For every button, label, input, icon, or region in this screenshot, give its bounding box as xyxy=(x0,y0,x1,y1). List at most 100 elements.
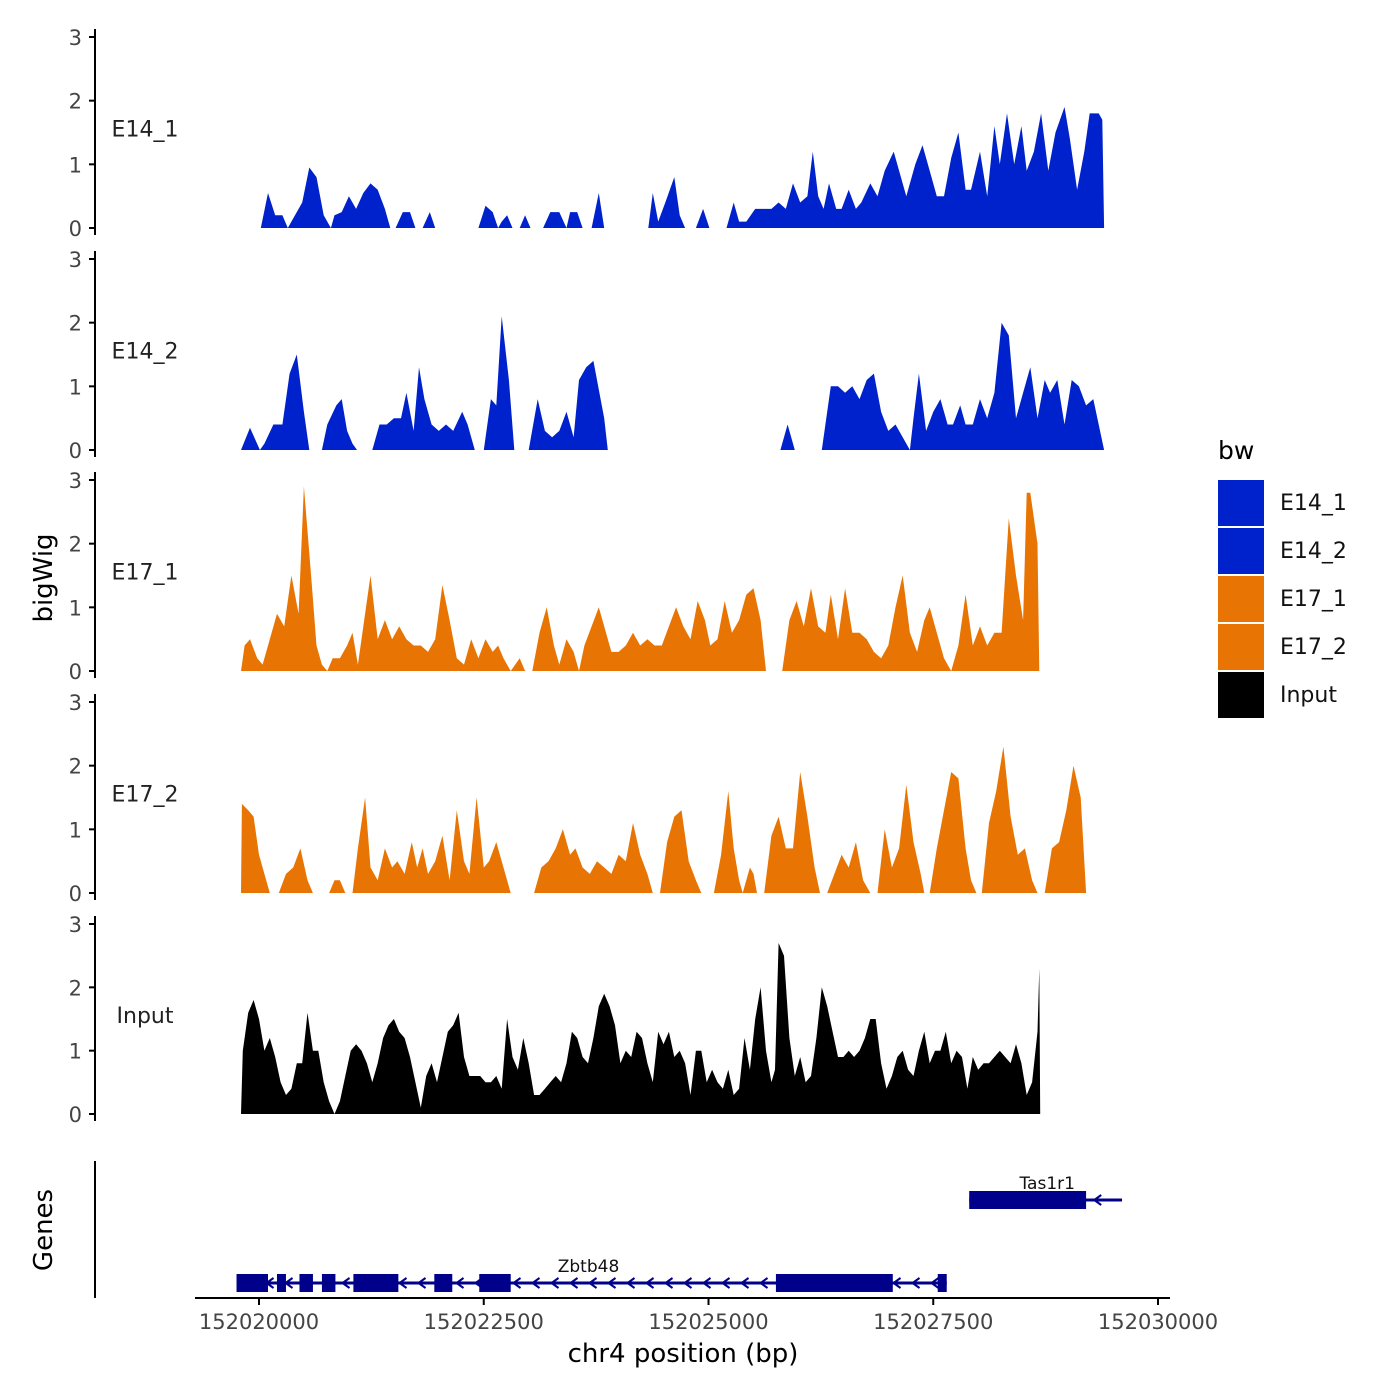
exon xyxy=(775,1274,893,1292)
legend-swatch xyxy=(1218,480,1264,526)
x-tick-label: 152020000 xyxy=(199,1310,319,1334)
y-tick-label: 2 xyxy=(69,976,82,1000)
signal-area xyxy=(241,316,1105,450)
strand-arrow xyxy=(549,1277,560,1289)
strand-arrow xyxy=(758,1277,769,1289)
exon xyxy=(299,1274,313,1292)
signal-area xyxy=(241,943,1041,1114)
strand-arrow xyxy=(511,1277,522,1289)
y-tick-label: 3 xyxy=(69,469,82,493)
gene-zbtb48: Zbtb48 xyxy=(236,1257,947,1292)
track-e17-2: 0 1 2 3 E17_2 xyxy=(69,691,1087,906)
strand-arrow xyxy=(397,1277,408,1289)
x-tick-label: 152025000 xyxy=(648,1310,768,1334)
y-tick-label: 2 xyxy=(69,312,82,336)
legend-entry: E17_2 xyxy=(1218,624,1347,670)
track-label: E17_1 xyxy=(112,560,179,585)
y-tick-label: 0 xyxy=(69,217,82,241)
strand-arrow xyxy=(663,1277,674,1289)
strand-arrow xyxy=(682,1277,693,1289)
legend-swatch xyxy=(1218,576,1264,622)
y-tick-label: 0 xyxy=(69,660,82,684)
strand-arrow xyxy=(606,1277,617,1289)
strand-arrow xyxy=(644,1277,655,1289)
track-input: 0 1 2 3 Input xyxy=(69,913,1041,1127)
exon xyxy=(276,1274,286,1292)
track-e14-1: 0 1 2 3 E14_1 xyxy=(69,26,1105,241)
exon xyxy=(479,1274,511,1292)
legend-label: E17_1 xyxy=(1280,587,1347,612)
strand-arrow xyxy=(587,1277,598,1289)
legend-title: bw xyxy=(1218,436,1254,465)
exon xyxy=(969,1191,1087,1209)
legend-label: E14_1 xyxy=(1280,491,1347,516)
strand-arrow xyxy=(625,1277,636,1289)
legend-entries: E14_1 E14_2 E17_1 E17_2 Input xyxy=(1218,480,1347,718)
track-label: E17_2 xyxy=(112,782,179,807)
strand-arrow xyxy=(929,1277,940,1289)
legend-label: E14_2 xyxy=(1280,539,1347,564)
track-label: E14_2 xyxy=(112,339,179,364)
legend-entry: E17_1 xyxy=(1218,576,1347,622)
track-label: Input xyxy=(117,1004,174,1029)
gene-tas1r1: Tas1r1 xyxy=(969,1174,1123,1209)
strand-arrow xyxy=(416,1277,427,1289)
x-axis: 152020000 152022500 152025000 152027500 1520… xyxy=(195,1297,1218,1369)
legend-entry: E14_1 xyxy=(1218,480,1347,526)
y-tick-label: 3 xyxy=(69,26,82,50)
gene-label: Zbtb48 xyxy=(558,1257,620,1277)
legend-label: E17_2 xyxy=(1280,635,1347,660)
strand-arrow xyxy=(701,1277,712,1289)
track-e17-1: 0 1 2 3 E17_1 xyxy=(69,469,1040,684)
x-tick-label: 152027500 xyxy=(873,1310,993,1334)
y-tick-label: 3 xyxy=(69,691,82,715)
legend-swatch xyxy=(1218,672,1264,718)
signal-area xyxy=(241,486,1040,671)
x-tick-label: 152022500 xyxy=(424,1310,544,1334)
x-tick-label: 152030000 xyxy=(1098,1310,1218,1334)
strand-arrow xyxy=(739,1277,750,1289)
strand-arrow xyxy=(1092,1194,1102,1206)
x-ticks: 152020000 152022500 152025000 152027500 1520… xyxy=(199,1298,1218,1334)
exon xyxy=(236,1274,268,1292)
track-e14-2: 0 1 2 3 E14_2 xyxy=(69,248,1105,463)
legend-entry: Input xyxy=(1218,672,1337,718)
legend-label: Input xyxy=(1280,683,1337,708)
y-tick-label: 1 xyxy=(69,1040,82,1064)
exon xyxy=(434,1274,453,1292)
y-tick-label: 0 xyxy=(69,439,82,463)
exon xyxy=(321,1274,336,1292)
y-tick-label: 0 xyxy=(69,882,82,906)
exon xyxy=(353,1274,399,1292)
y-tick-label: 2 xyxy=(69,90,82,114)
strand-arrow xyxy=(891,1277,902,1289)
strand-arrow xyxy=(454,1277,465,1289)
signal-area xyxy=(260,107,1105,228)
y-axis-label: bigWig xyxy=(29,533,59,622)
y-tick-label: 3 xyxy=(69,248,82,272)
strand-arrow xyxy=(910,1277,921,1289)
genes-panel: Genes Zbtb48 Tas1r1 xyxy=(29,1161,1123,1298)
strand-arrow xyxy=(530,1277,541,1289)
track-label: E14_1 xyxy=(112,117,179,142)
y-tick-label: 3 xyxy=(69,913,82,937)
gene-models: Zbtb48 Tas1r1 xyxy=(236,1174,1123,1292)
strand-arrow xyxy=(568,1277,579,1289)
gene-label: Tas1r1 xyxy=(1018,1174,1074,1194)
exon xyxy=(937,1274,947,1292)
legend: bw E14_1 E14_2 E17_1 E17_2 Input xyxy=(1218,436,1347,718)
y-tick-label: 0 xyxy=(69,1103,82,1127)
strand-arrow xyxy=(340,1277,351,1289)
signal-area xyxy=(241,746,1087,893)
legend-swatch xyxy=(1218,528,1264,574)
y-tick-label: 1 xyxy=(69,818,82,842)
y-tick-label: 1 xyxy=(69,153,82,177)
strand-arrow xyxy=(720,1277,731,1289)
y-tick-label: 1 xyxy=(69,596,82,620)
legend-entry: E14_2 xyxy=(1218,528,1347,574)
y-tick-label: 2 xyxy=(69,533,82,557)
y-tick-label: 2 xyxy=(69,755,82,779)
track-panels: 0 1 2 3 E14_1 0 1 2 3 E14_2 0 1 2 3 E17_1 0 1 2 3 E17_2 0 1 2 3… xyxy=(69,26,1105,1127)
x-axis-label: chr4 position (bp) xyxy=(568,1339,799,1369)
